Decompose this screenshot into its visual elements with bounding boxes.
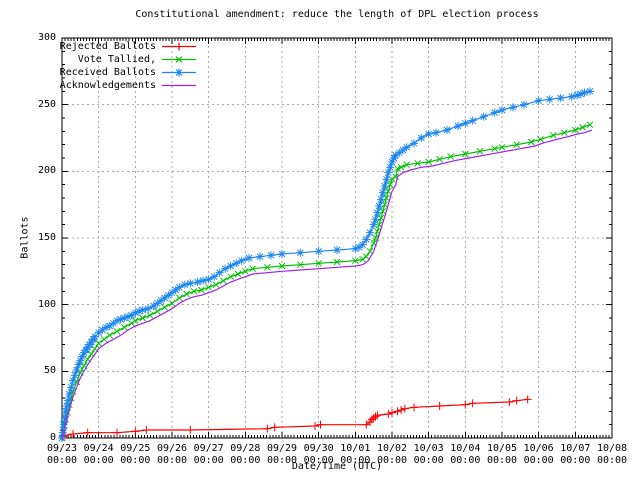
x-tick-label: 10/05 00:00 [480, 443, 524, 467]
x-tick-date: 10/06 [523, 443, 554, 454]
x-tick-label: 09/28 00:00 [223, 443, 267, 467]
y-tick-label: 0 [49, 432, 56, 443]
x-tick-date: 09/28 [230, 443, 261, 454]
series-line-vote-tallied [61, 124, 591, 439]
x-tick-time: 00:00 [596, 455, 628, 466]
x-tick-label: 09/25 00:00 [113, 443, 157, 467]
x-axis-label: Date/Time (UTC) [291, 461, 383, 472]
y-tick-label: 250 [37, 98, 56, 110]
gridlines [62, 38, 612, 438]
x-tick-label: 09/30 00:00 [297, 443, 341, 467]
x-tick-label: 09/23 00:00 [40, 443, 84, 467]
legend: Rejected Ballots Vote Tallied, Received Ba… [59, 40, 197, 92]
x-tick-time: 00:00 [193, 455, 224, 466]
legend-label: Received Ballots [59, 67, 156, 78]
x-tick-time: 00:00 [486, 455, 518, 466]
x-tick-time: 00:00 [340, 455, 371, 466]
x-tick-time: 00:00 [560, 455, 591, 466]
x-tick-date: 10/02 [376, 443, 408, 454]
x-tick-label: 09/24 00:00 [77, 443, 121, 467]
x-tick-date: 09/30 [303, 443, 334, 454]
x-tick-time: 00:00 [450, 455, 481, 466]
x-tick-date: 09/26 [156, 443, 188, 454]
series-markers-received-ballots [58, 87, 594, 442]
x-tick-label: 10/08 00:00 [590, 443, 634, 467]
x-tick-time: 00:00 [376, 455, 408, 466]
x-tick-date: 09/24 [83, 443, 114, 454]
x-tick-time: 00:00 [303, 455, 334, 466]
x-tick-date: 09/25 [120, 443, 151, 454]
x-tick-label: 10/02 00:00 [370, 443, 414, 467]
y-tick-label: 100 [37, 298, 56, 310]
x-tick-date: 10/01 [340, 443, 371, 454]
y-tick-label: 200 [37, 165, 56, 177]
x-tick-date: 09/23 [46, 443, 78, 454]
x-tick-label: 10/03 00:00 [407, 443, 451, 467]
x-tick-time: 00:00 [46, 455, 78, 466]
x-tick-date: 10/05 [486, 443, 518, 454]
x-tick-date: 09/27 [193, 443, 224, 454]
legend-sample-cross-marker [162, 56, 196, 63]
y-tick-label: 300 [37, 32, 56, 43]
x-tick-label: 09/26 00:00 [150, 443, 194, 467]
x-tick-time: 00:00 [120, 455, 151, 466]
legend-sample-none-marker [162, 84, 196, 87]
x-tick-label: 10/06 00:00 [517, 443, 561, 467]
legend-label: Rejected Ballots [59, 41, 156, 52]
legend-item-acknowledgements: Acknowledgements [59, 79, 197, 92]
x-tick-date: 10/03 [413, 443, 444, 454]
x-tick-date: 10/08 [596, 443, 628, 454]
series-line-rejected-ballots [61, 398, 528, 439]
x-tick-time: 00:00 [523, 455, 554, 466]
legend-label: Acknowledgements [59, 80, 156, 91]
legend-item-received-ballots: Received Ballots [59, 66, 197, 79]
x-tick-date: 10/04 [450, 443, 481, 454]
y-tick-label: 150 [37, 232, 56, 243]
x-tick-date: 10/07 [560, 443, 591, 454]
x-tick-label: 10/04 00:00 [443, 443, 487, 467]
chart-title: Constitutional amendment: reduce the len… [135, 9, 539, 20]
plot-border [61, 37, 613, 439]
legend-sample-star-marker [162, 68, 196, 77]
legend-sample-plus-marker [162, 42, 196, 51]
y-tick-label: 50 [43, 365, 56, 377]
x-tick-time: 00:00 [156, 455, 188, 466]
x-tick-date: 09/29 [266, 443, 298, 454]
legend-item-vote-tallied: Vote Tallied, [63, 53, 197, 66]
x-tick-time: 00:00 [266, 455, 298, 466]
legend-item-rejected-ballots: Rejected Ballots [59, 40, 197, 53]
x-tick-time: 00:00 [413, 455, 444, 466]
series-markers-vote-tallied [58, 121, 594, 442]
x-tick-time: 00:00 [230, 455, 261, 466]
x-tick-label: 09/27 00:00 [187, 443, 231, 467]
x-tick-label: 10/01 00:00 [333, 443, 377, 467]
x-tick-time: 00:00 [83, 455, 114, 466]
x-tick-label: 09/29 00:00 [260, 443, 304, 467]
series-line-acknowledgements [61, 129, 593, 439]
series-line-received-ballots [61, 90, 591, 439]
x-tick-label: 10/07 00:00 [553, 443, 597, 467]
legend-label: Vote Tallied, [77, 54, 156, 65]
